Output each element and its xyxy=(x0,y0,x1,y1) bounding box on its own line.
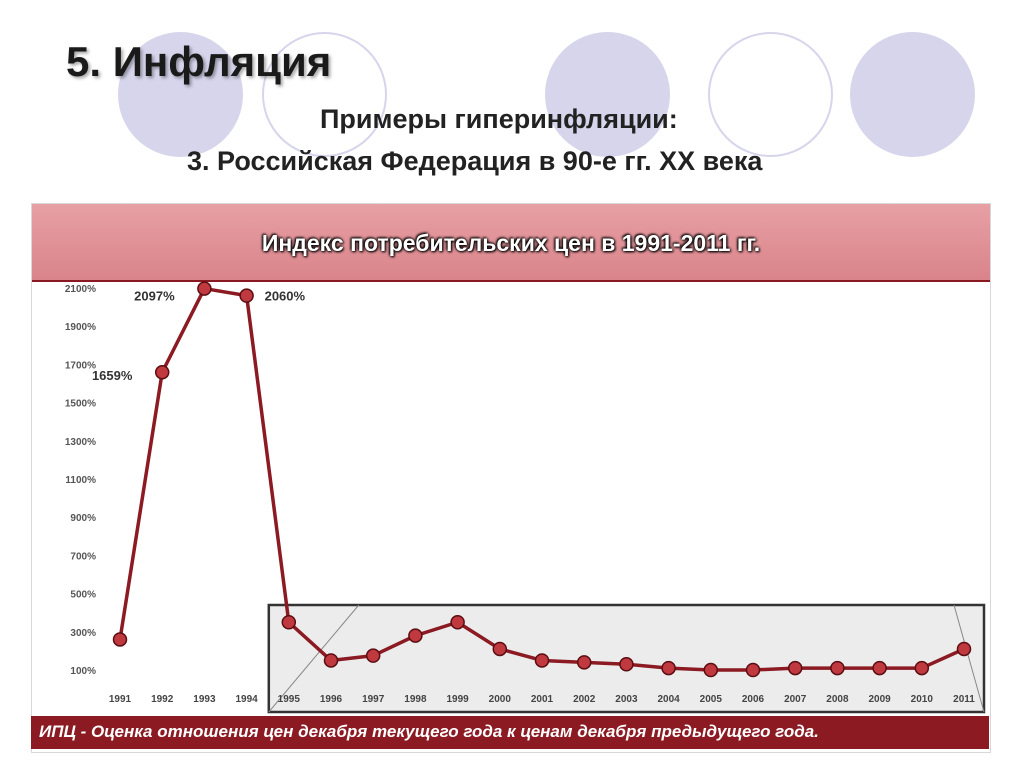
x-tick-label: 2011 xyxy=(953,694,975,705)
x-tick-label: 2004 xyxy=(657,694,680,705)
y-tick-label: 1300% xyxy=(65,437,96,448)
x-tick-label: 2000 xyxy=(489,694,512,705)
decor-ring xyxy=(262,32,387,157)
data-label: 2060% xyxy=(265,289,306,304)
x-tick-label: 2002 xyxy=(573,694,596,705)
highlight-diagonal xyxy=(953,604,985,713)
data-point xyxy=(745,662,761,678)
decor-circle xyxy=(545,32,670,157)
decor-ring xyxy=(708,32,833,157)
x-tick-label: 2008 xyxy=(826,694,849,705)
y-tick-label: 1100% xyxy=(65,475,96,486)
chart-title: Индекс потребительских цен в 1991-2011 г… xyxy=(261,230,761,256)
decor-circle xyxy=(850,32,975,157)
footer-band: ИПЦ - Оценка отношения цен декабря текущ… xyxy=(31,716,989,749)
data-point xyxy=(281,615,297,630)
data-label-layer: 1659% 2097% 2060% xyxy=(92,289,306,384)
slide-title: 5. Инфляция xyxy=(66,38,332,85)
data-point xyxy=(450,615,465,630)
x-tick-label: 2009 xyxy=(868,694,891,705)
data-point xyxy=(365,648,381,663)
chart-note: ИПЦ - Оценка отношения цен декабря текущ… xyxy=(39,722,819,741)
y-tick-label: 1700% xyxy=(65,360,96,371)
data-point xyxy=(914,660,930,676)
x-tick-label: 2010 xyxy=(911,694,934,705)
x-tick-label: 2006 xyxy=(742,694,765,705)
data-point xyxy=(492,641,508,657)
data-point xyxy=(408,628,423,643)
data-label: 1659% xyxy=(92,368,133,383)
data-point xyxy=(830,660,845,676)
data-point xyxy=(239,288,254,303)
y-axis: 100% 300% 500% 700% 900% 1100% 1300% 1500% 1700%… xyxy=(65,284,96,677)
x-tick-label: 2003 xyxy=(615,694,638,705)
y-tick-label: 700% xyxy=(70,551,96,562)
x-tick-label: 1994 xyxy=(235,694,258,705)
chart-header-band: Индекс потребительских цен в 1991-2011 г… xyxy=(32,204,990,282)
x-tick-label: 2001 xyxy=(531,694,554,705)
x-tick-label: 1997 xyxy=(362,694,385,705)
x-axis: 1991 1992 1993 1994 1995 1996 1997 1998 1999 2000… xyxy=(109,694,975,705)
highlight-diagonal xyxy=(268,604,360,713)
y-tick-label: 100% xyxy=(70,666,96,677)
x-tick-label: 2007 xyxy=(784,694,807,705)
x-tick-label: 1991 xyxy=(109,694,132,705)
y-tick-label: 900% xyxy=(70,513,96,524)
x-tick-label: 1998 xyxy=(404,694,427,705)
data-point xyxy=(787,660,803,676)
data-point xyxy=(576,655,592,670)
slide-subtitle-country: 3. Российская Федерация в 90-е гг. ХХ ве… xyxy=(187,146,763,176)
series-layer xyxy=(112,281,972,678)
y-tick-label: 300% xyxy=(70,628,96,639)
y-tick-label: 1500% xyxy=(65,399,96,410)
data-point xyxy=(154,364,170,380)
y-tick-label: 1900% xyxy=(65,322,96,333)
y-tick-label: 500% xyxy=(70,590,96,601)
slide-subtitle: Примеры гиперинфляции: xyxy=(320,104,678,134)
x-tick-label: 2005 xyxy=(700,694,723,705)
decor-circle xyxy=(118,32,243,157)
data-point xyxy=(661,660,676,676)
x-tick-label: 1995 xyxy=(278,694,301,705)
x-tick-label: 1996 xyxy=(320,694,343,705)
data-point xyxy=(323,653,339,668)
data-label: 2097% xyxy=(134,289,175,304)
data-point xyxy=(872,660,887,676)
data-point xyxy=(956,641,972,657)
x-tick-label: 1999 xyxy=(446,694,469,705)
x-tick-label: 1992 xyxy=(151,694,174,705)
data-point xyxy=(703,662,719,678)
data-point xyxy=(619,657,634,672)
data-point xyxy=(534,653,550,668)
data-point xyxy=(112,632,128,647)
y-tick-label: 2100% xyxy=(65,284,96,295)
data-point xyxy=(197,281,212,296)
x-tick-label: 1993 xyxy=(193,694,216,705)
